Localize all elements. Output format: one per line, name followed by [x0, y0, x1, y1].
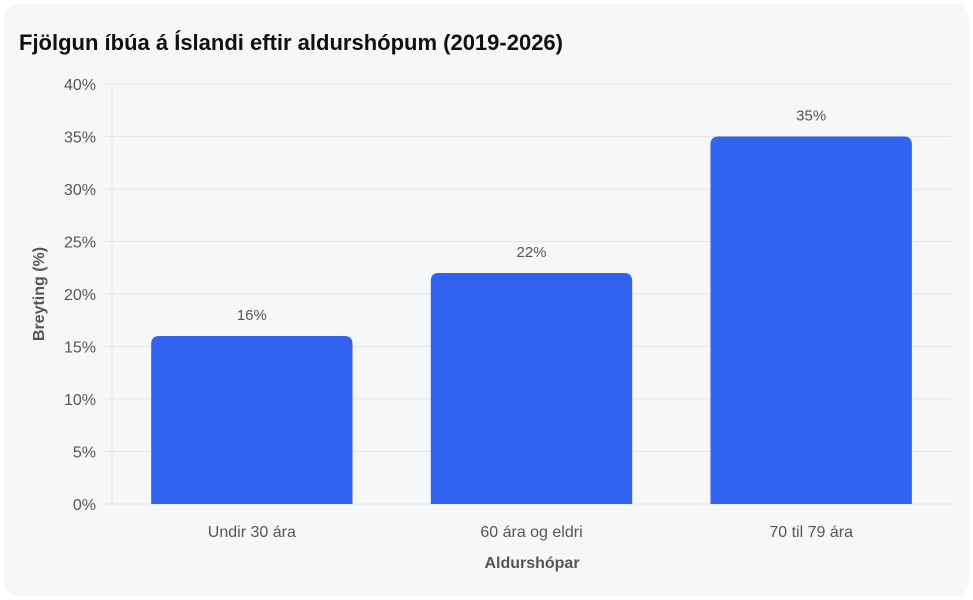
y-tick-label: 35% [64, 130, 96, 147]
chart-title: Fjölgun íbúa á Íslandi eftir aldurshópum… [19, 30, 563, 55]
y-tick-label: 40% [64, 77, 96, 94]
x-tick-label: 70 til 79 ára [769, 524, 853, 541]
y-tick-label: 10% [64, 392, 96, 409]
x-tick-label: Undir 30 ára [208, 524, 296, 541]
bar-value-label: 35% [796, 108, 826, 125]
x-axis-ticks: Undir 30 ára 60 ára og eldri 70 til 79 ára [208, 524, 853, 541]
x-axis-title: Aldurshópar [484, 555, 579, 572]
bar-2 [430, 273, 633, 504]
bar-value-label: 22% [516, 244, 546, 261]
y-tick-label: 0% [73, 497, 96, 514]
y-tick-label: 20% [64, 287, 96, 304]
bar-3 [710, 136, 912, 504]
x-tick-label: 60 ára og eldri [480, 524, 582, 541]
bar-value-label: 16% [237, 307, 267, 324]
y-axis-title: Breyting (%) [31, 247, 48, 341]
y-tick-label: 25% [64, 235, 96, 252]
y-tick-label: 5% [73, 445, 96, 462]
y-tick-label: 15% [64, 340, 96, 357]
y-axis-ticks: 0% 5% 10% 15% 20% 25% 30% 35% 40% [64, 77, 96, 514]
bars [151, 136, 912, 504]
value-labels: 16% 22% 35% [237, 108, 826, 325]
y-tick-label: 30% [64, 182, 96, 199]
bar-1 [151, 336, 353, 504]
